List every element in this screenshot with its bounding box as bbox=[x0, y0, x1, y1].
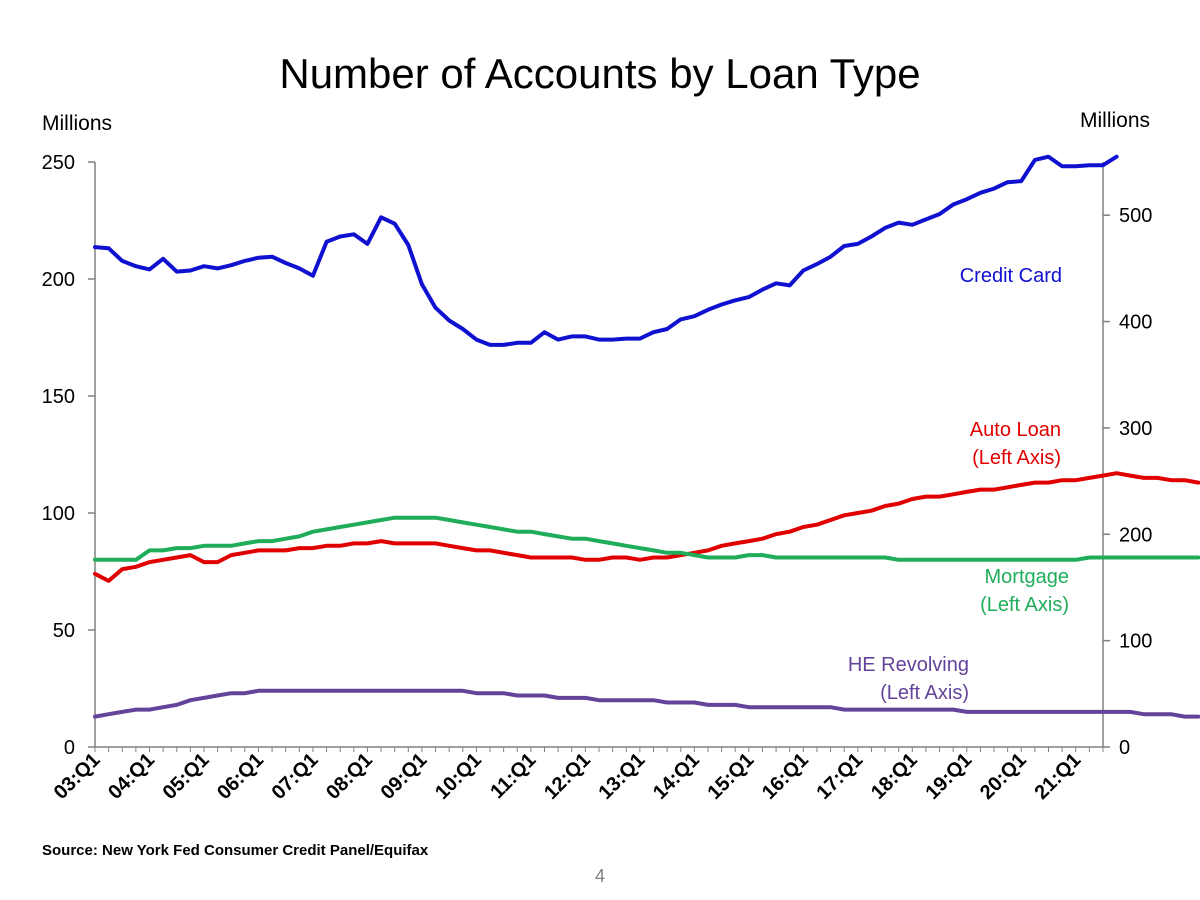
left-y-tick-label: 50 bbox=[53, 620, 75, 642]
left-y-tick-label: 150 bbox=[42, 386, 75, 408]
series-label-line: (Left Axis) bbox=[880, 682, 969, 704]
right-axis-unit-label: Millions bbox=[1080, 109, 1151, 132]
x-tick-label: 03:Q1 bbox=[50, 749, 105, 804]
chart-series bbox=[93, 154, 1200, 719]
x-tick-label: 16:Q1 bbox=[758, 749, 813, 804]
left-axis-unit-label: Millions bbox=[42, 112, 113, 135]
series-label-line: (Left Axis) bbox=[972, 447, 1061, 469]
left-y-tick-label: 200 bbox=[42, 269, 75, 291]
x-tick-label: 17:Q1 bbox=[812, 749, 867, 804]
x-tick-label: 21:Q1 bbox=[1030, 749, 1085, 804]
x-tick-label: 13:Q1 bbox=[595, 749, 650, 804]
x-tick-label: 05:Q1 bbox=[159, 749, 214, 804]
series-label-line: Credit Card bbox=[960, 265, 1062, 287]
x-tick-label: 12:Q1 bbox=[540, 749, 595, 804]
x-tick-label: 14:Q1 bbox=[649, 749, 704, 804]
left-y-tick-label: 250 bbox=[42, 152, 75, 174]
right-y-tick-label: 300 bbox=[1119, 418, 1152, 440]
chart-axes: 0 50 100 150 200 250 0 100 200 300 400 500 03:Q1 04:Q… bbox=[42, 152, 1153, 804]
x-tick-label: 11:Q1 bbox=[486, 749, 540, 803]
x-tick-label: 19:Q1 bbox=[921, 749, 976, 804]
right-y-tick-label: 500 bbox=[1119, 205, 1152, 227]
x-tick-label: 07:Q1 bbox=[268, 749, 323, 804]
series-label-line: HE Revolving bbox=[848, 654, 969, 676]
series-label-line: Mortgage bbox=[985, 566, 1070, 588]
series-label-he-revolving: HE Revolving (Left Axis) bbox=[848, 654, 969, 704]
x-tick-label: 18:Q1 bbox=[867, 749, 922, 804]
series-label-line: (Left Axis) bbox=[980, 594, 1069, 616]
series-label-mortgage: Mortgage (Left Axis) bbox=[980, 566, 1069, 616]
left-y-tick-label: 100 bbox=[42, 503, 75, 525]
x-tick-label: 20:Q1 bbox=[976, 749, 1031, 804]
series-line-auto-loan bbox=[93, 471, 1200, 583]
chart-series-labels: Credit Card Auto Loan (Left Axis) Mortgage (… bbox=[848, 265, 1069, 704]
x-tick-label: 15:Q1 bbox=[704, 749, 759, 804]
right-y-tick-label: 400 bbox=[1119, 312, 1152, 334]
right-y-tick-label: 200 bbox=[1119, 524, 1152, 546]
left-y-tick-label: 0 bbox=[64, 737, 75, 759]
x-tick-label: 09:Q1 bbox=[377, 749, 432, 804]
chart-title: Number of Accounts by Loan Type bbox=[279, 50, 921, 97]
series-label-line: Auto Loan bbox=[970, 419, 1061, 441]
source-note: Source: New York Fed Consumer Credit Pan… bbox=[42, 842, 429, 859]
x-tick-label: 10:Q1 bbox=[431, 749, 486, 804]
page-number: 4 bbox=[594, 866, 605, 886]
right-y-tick-label: 100 bbox=[1119, 631, 1152, 653]
right-y-tick-label: 0 bbox=[1119, 737, 1130, 759]
x-tick-label: 08:Q1 bbox=[322, 749, 377, 804]
series-line-mortgage bbox=[93, 515, 1200, 562]
series-label-auto-loan: Auto Loan (Left Axis) bbox=[970, 419, 1061, 469]
x-tick-label: 06:Q1 bbox=[213, 749, 268, 804]
series-label-credit-card: Credit Card bbox=[960, 265, 1062, 287]
series-line-he-revolving bbox=[93, 688, 1200, 719]
series-line-credit-card bbox=[93, 154, 1119, 347]
x-tick-label: 04:Q1 bbox=[104, 749, 159, 804]
